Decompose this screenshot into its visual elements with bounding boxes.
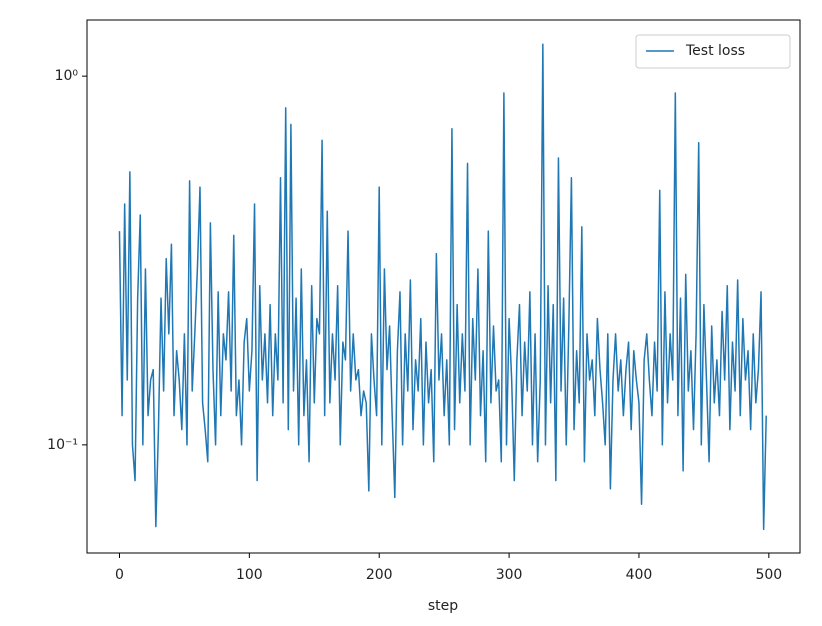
y-tick-label: 10⁰: [55, 68, 79, 84]
x-tick-label: 0: [115, 567, 124, 583]
data-line: [118, 43, 767, 531]
x-tick-label: 300: [496, 567, 523, 583]
legend-label: Test loss: [685, 43, 745, 59]
x-tick-label: 100: [236, 567, 263, 583]
plot-frame: [86, 19, 801, 554]
x-tick-label: 400: [626, 567, 653, 583]
legend-box: [635, 34, 791, 69]
x-tick-label: 500: [755, 567, 782, 583]
y-tick-label: 10⁻¹: [47, 437, 78, 453]
x-tick-label: 200: [366, 567, 393, 583]
x-axis-label: step: [428, 598, 458, 614]
